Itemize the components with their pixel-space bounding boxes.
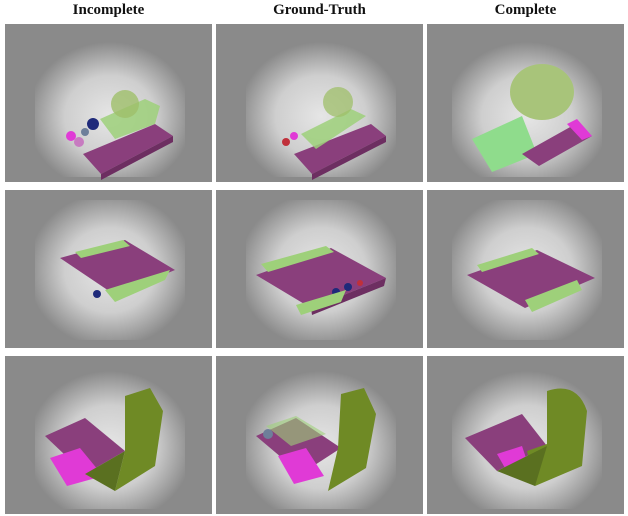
column-header-complete: Complete — [494, 2, 557, 18]
scene-r3-ground-truth — [216, 356, 423, 514]
scene-r1-ground-truth — [216, 24, 423, 182]
scene-r1-incomplete — [5, 24, 212, 182]
scene-r3-incomplete — [5, 356, 212, 514]
column-header-ground-truth: Ground-Truth — [273, 2, 366, 18]
column-header-incomplete: Incomplete — [72, 2, 145, 18]
scene-r2-ground-truth — [216, 190, 423, 348]
scene-r2-incomplete — [5, 190, 212, 348]
scene-r1-complete — [427, 24, 624, 182]
scene-r2-complete — [427, 190, 624, 348]
scene-r3-complete — [427, 356, 624, 514]
